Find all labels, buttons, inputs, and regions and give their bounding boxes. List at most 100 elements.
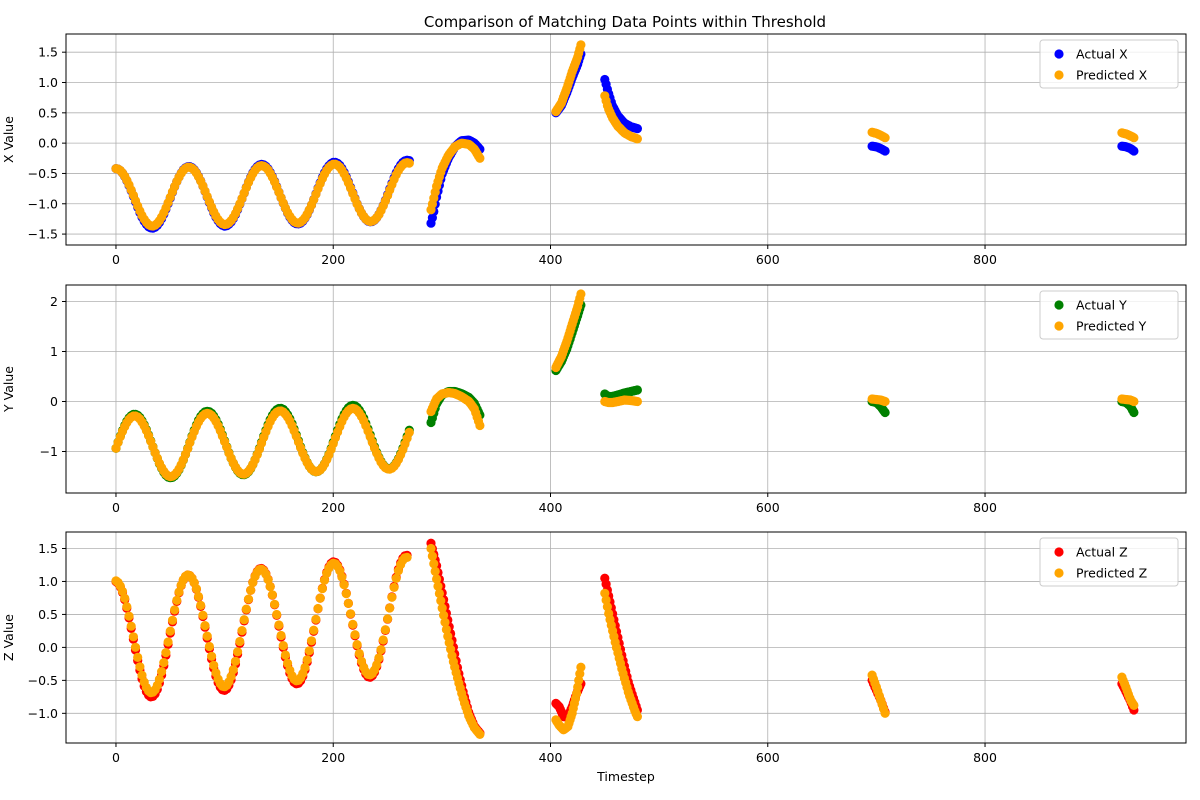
data-point: [337, 572, 347, 582]
data-point: [378, 635, 388, 645]
data-point: [163, 637, 173, 647]
data-point: [385, 603, 395, 613]
x-tick-label: 0: [112, 252, 120, 267]
data-point: [372, 660, 382, 670]
y-tick-label: 0.5: [38, 105, 58, 120]
data-point: [246, 585, 256, 595]
data-point: [124, 611, 134, 621]
data-point: [302, 655, 312, 665]
data-point: [439, 610, 449, 620]
legend-box: [1039, 537, 1179, 587]
legend-label: Predicted Y: [1076, 319, 1147, 334]
data-point: [1129, 146, 1139, 156]
data-point: [170, 605, 180, 615]
legend-label: Actual Y: [1076, 298, 1127, 313]
data-point: [267, 590, 277, 600]
data-point: [430, 566, 440, 577]
y-axis-label: X Value: [1, 116, 16, 163]
data-point: [434, 588, 444, 599]
x-axis-label: Timestep: [596, 769, 655, 784]
legend-marker: [1054, 547, 1064, 557]
data-point: [278, 641, 288, 651]
y-axis-label: Y Value: [1, 366, 16, 413]
legend: Actual Y Predicted Y: [1039, 290, 1179, 340]
data-point: [241, 604, 251, 614]
y-tick-label: 0.5: [38, 607, 58, 622]
legend: Actual Z Predicted Z: [1039, 537, 1179, 587]
y-tick-label: 1.5: [38, 541, 58, 556]
y-tick-label: 1.0: [38, 75, 58, 90]
legend-label: Predicted X: [1076, 68, 1148, 83]
legend-label: Actual X: [1076, 47, 1128, 62]
data-point: [348, 619, 358, 630]
data-point: [243, 594, 254, 604]
y-tick-label: 0.0: [38, 136, 58, 151]
data-point: [475, 729, 485, 740]
data-point: [319, 575, 330, 585]
legend-box: [1039, 39, 1179, 89]
data-point: [117, 586, 128, 597]
x-tick-label: 400: [539, 750, 563, 765]
data-point: [300, 662, 310, 673]
x-tick-label: 400: [539, 500, 563, 515]
data-point: [228, 665, 238, 675]
data-point: [239, 615, 249, 625]
data-point: [200, 621, 210, 631]
legend-box: [1039, 290, 1179, 340]
data-point: [235, 636, 245, 647]
data-point: [202, 631, 212, 641]
data-point: [343, 598, 353, 609]
axes-frame: [65, 33, 1187, 246]
data-point: [632, 712, 643, 722]
data-point: [283, 658, 293, 669]
data-point: [341, 589, 351, 599]
data-point: [576, 662, 586, 672]
x-tick-label: 200: [321, 750, 345, 765]
y-tick-label: −1.0: [28, 196, 58, 211]
x-tick-label: 800: [973, 500, 997, 515]
legend: Actual X Predicted X: [1039, 39, 1179, 89]
data-point: [880, 396, 890, 407]
data-point: [193, 591, 204, 602]
y-tick-label: 2: [50, 294, 58, 309]
data-point: [880, 407, 890, 418]
data-point: [632, 134, 643, 144]
y-tick-label: 1.0: [38, 574, 58, 589]
x-tick-label: 600: [756, 252, 780, 267]
data-point: [402, 552, 412, 563]
y-tick-label: 0.0: [38, 640, 58, 655]
series-predicted-z: [111, 543, 1139, 740]
x-tick-label: 600: [756, 750, 780, 765]
data-point: [122, 602, 132, 612]
data-point: [427, 551, 437, 561]
data-point: [159, 658, 169, 668]
data-point: [135, 662, 145, 672]
data-point: [441, 624, 451, 635]
data-point: [436, 596, 446, 606]
data-point: [172, 595, 182, 606]
axes-frame: [65, 284, 1187, 494]
data-point: [1129, 133, 1139, 143]
data-point: [376, 645, 386, 655]
data-point: [475, 153, 485, 163]
data-point: [313, 603, 323, 614]
series-actual-x: [111, 49, 1139, 233]
data-point: [309, 625, 319, 635]
data-point: [276, 630, 286, 641]
data-point: [191, 584, 201, 594]
data-point: [174, 587, 184, 597]
series-actual-y: [111, 300, 1139, 483]
data-point: [374, 653, 384, 663]
data-point: [126, 621, 136, 631]
panel-2: 0 200 400 600 800 −1 0 1 2 Y Value Actual Y Predict…: [1, 284, 1187, 515]
data-point: [475, 420, 485, 431]
y-tick-label: 1.5: [38, 45, 58, 60]
x-tick-label: 400: [539, 252, 563, 267]
data-point: [880, 708, 890, 718]
data-point: [383, 614, 393, 624]
data-point: [576, 289, 586, 299]
data-point: [429, 559, 439, 569]
data-point: [387, 592, 397, 602]
legend-marker: [1054, 49, 1064, 59]
